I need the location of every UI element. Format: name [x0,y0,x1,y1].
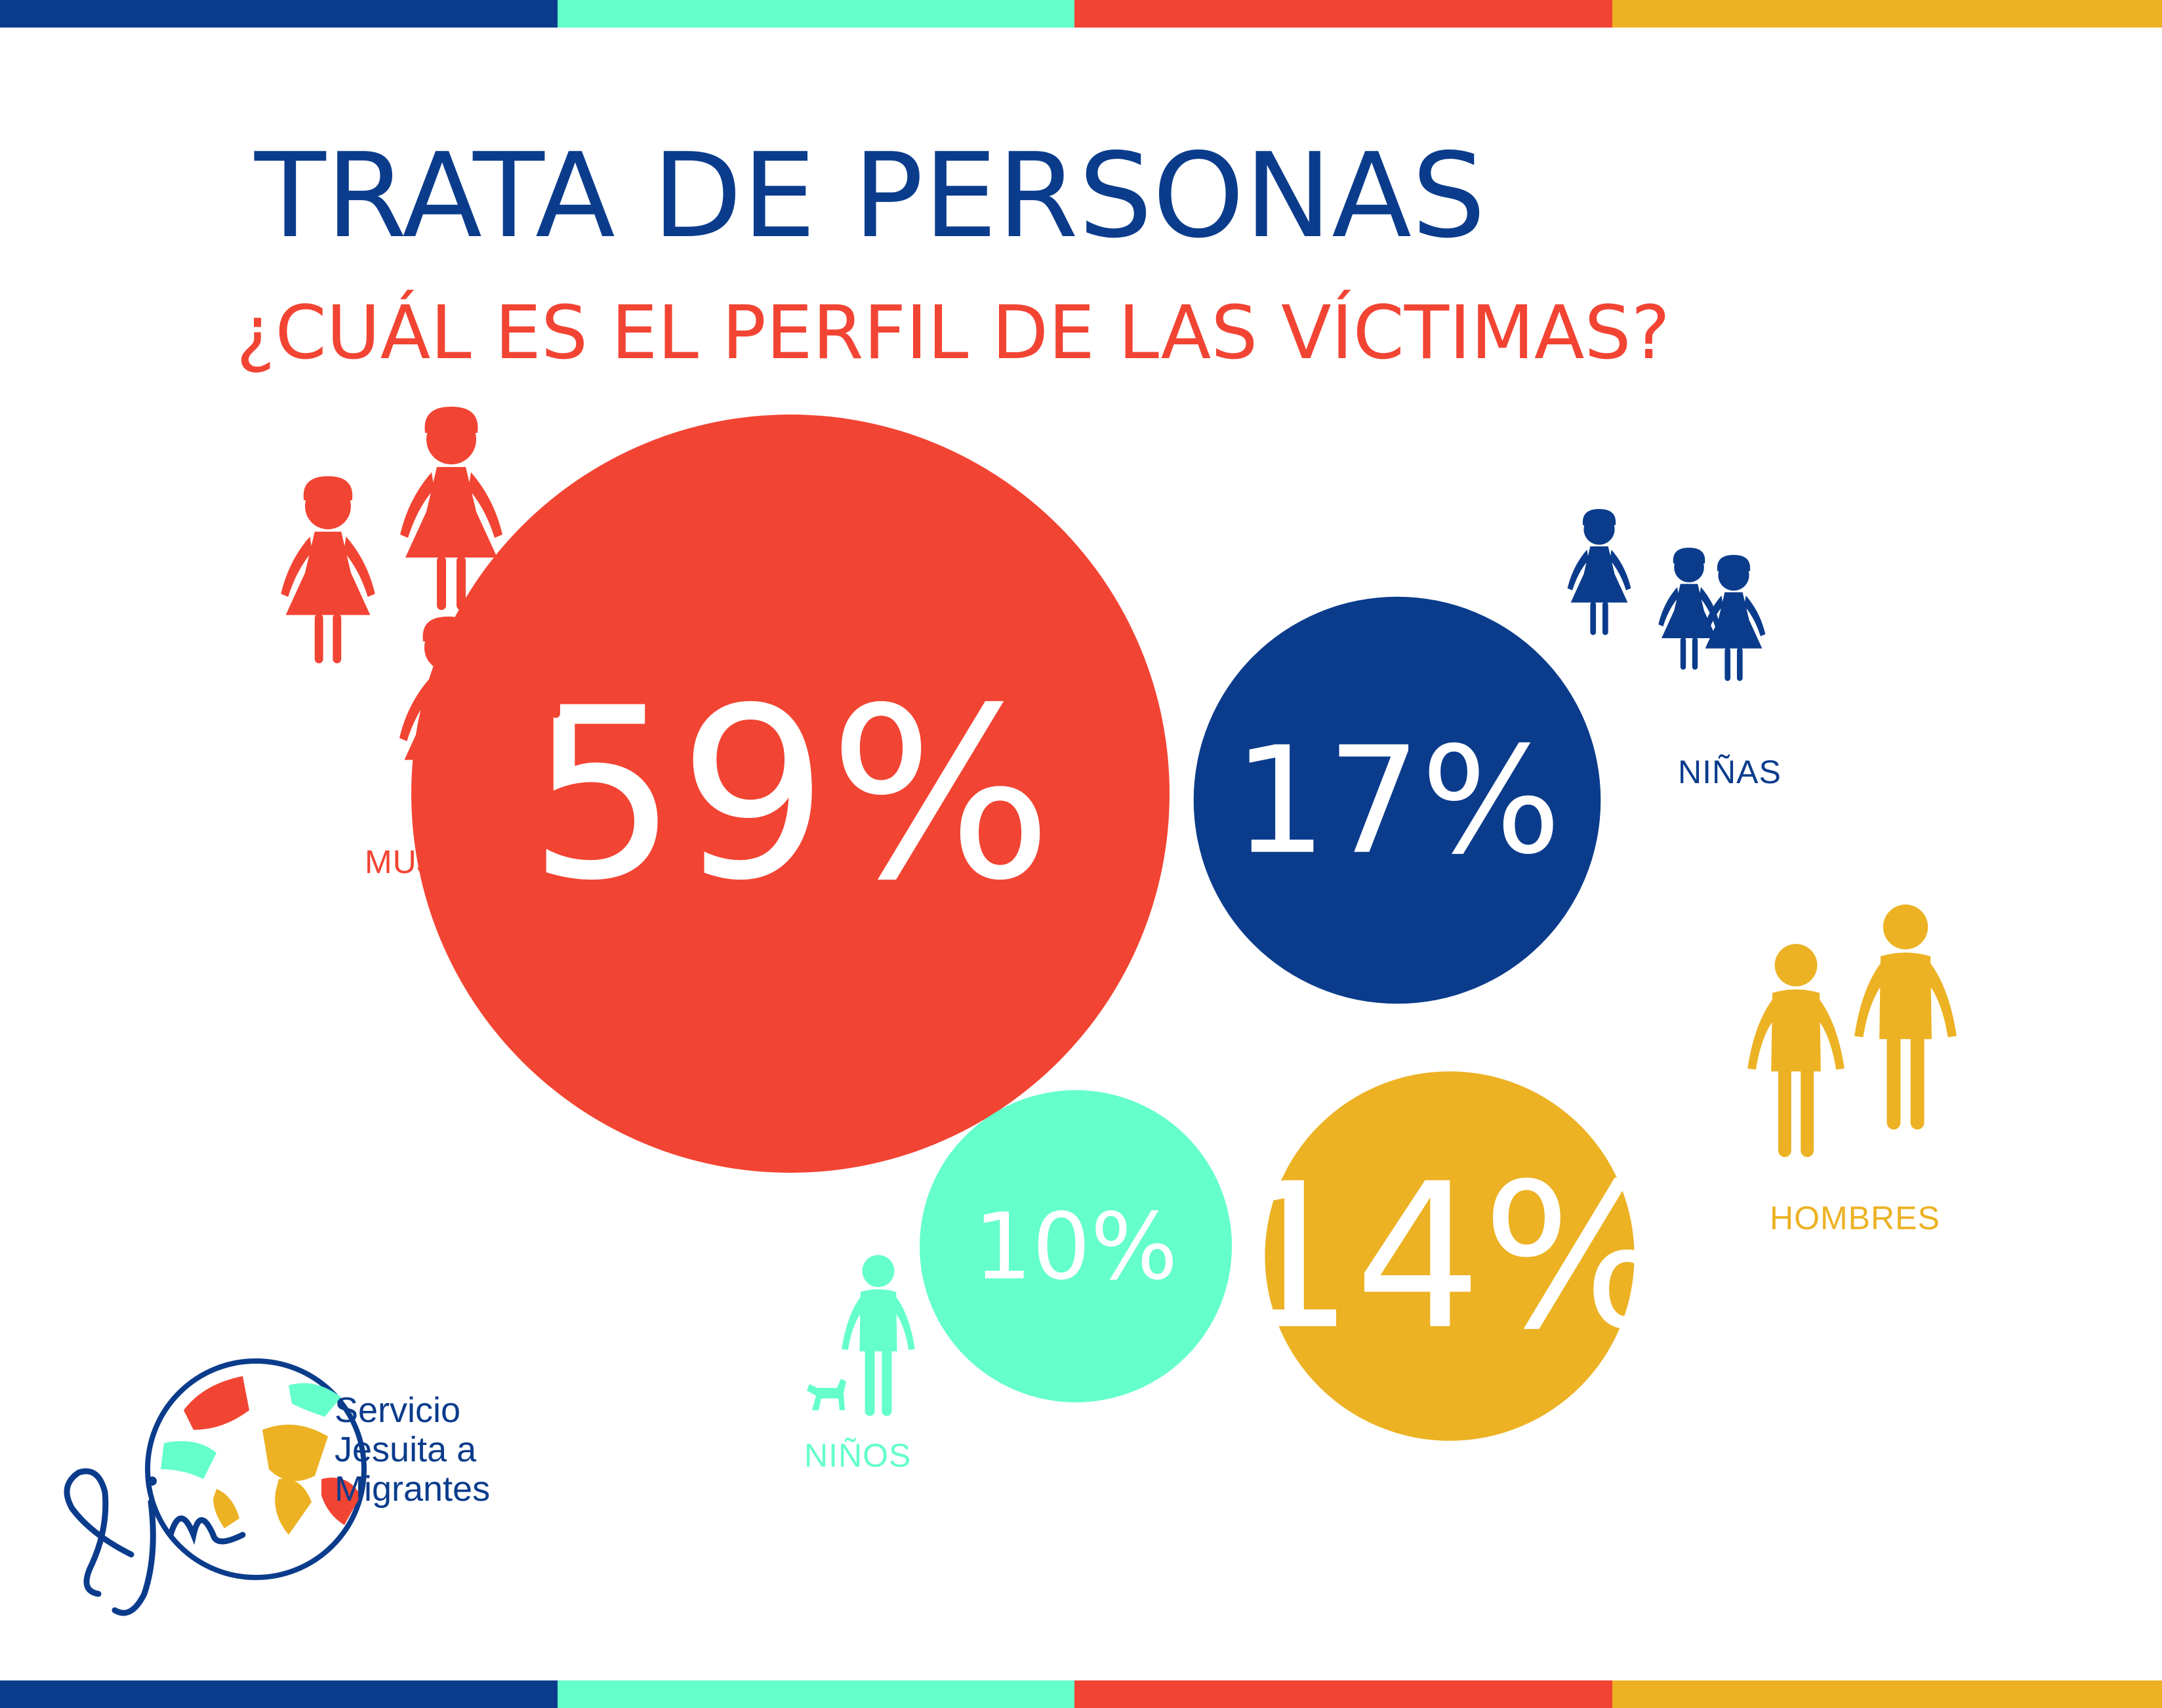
logo-text: Servicio Jesuita a Migrantes [335,1391,490,1509]
label-ninos: NIÑOS [804,1437,912,1474]
value-label-hombres: 14% [1227,1141,1672,1373]
bottom-color-bar [0,1680,2162,1708]
label-ninas: NIÑAS [1678,754,1782,790]
value-label-mujeres: 59% [528,657,1053,932]
bubble-ninas [1193,596,1601,1004]
girl-icon [1658,548,1720,670]
girl-icon [1567,509,1631,636]
woman-icon [281,476,375,664]
logo-line-2: Jesuita a [335,1430,477,1469]
bubble-ninos [920,1090,1232,1402]
man-icon [1747,944,1845,1157]
sjm-logo [64,1358,367,1616]
bubble-hombres [1265,1071,1635,1441]
logo-line-3: Migrantes [335,1469,491,1509]
label-mujeres: MUJERES [365,844,526,880]
page-title: TRATA DE PERSONAS [255,128,1486,264]
man-icon [1854,905,1957,1129]
boy-icon [842,1255,915,1416]
dog-icon [807,1379,846,1410]
girl-icon [1702,555,1766,681]
value-label-ninos: 10% [973,1194,1177,1301]
page-subtitle: ¿CUÁL ES EL PERFIL DE LAS VÍCTIMAS? [236,291,1671,376]
bubble-mujeres [411,415,1170,1173]
label-hombres: HOMBRES [1770,1200,1940,1236]
logo-line-1: Servicio [335,1391,461,1430]
value-label-ninas: 17% [1233,716,1561,887]
top-color-bar [0,0,2162,28]
